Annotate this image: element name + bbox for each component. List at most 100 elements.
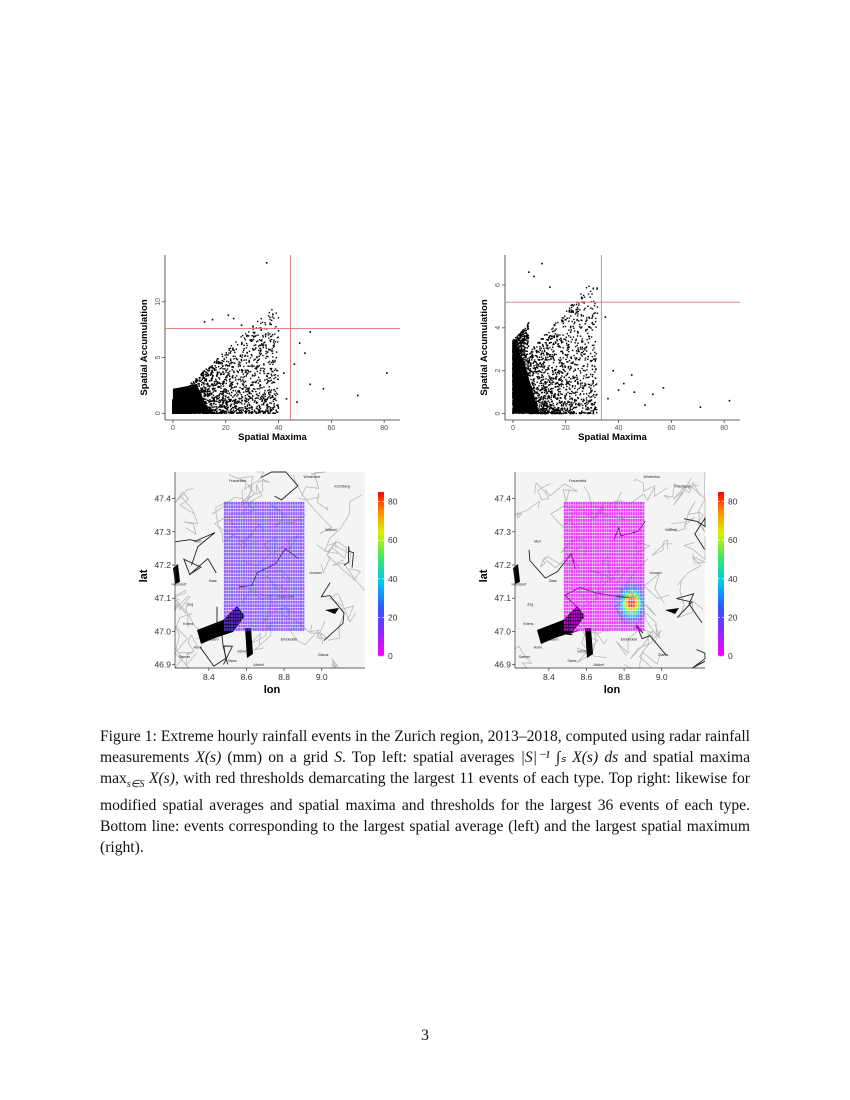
scatter-point [591,403,594,405]
scatter-point [526,347,529,349]
scatter-point [264,393,267,395]
scatter-point [586,409,589,411]
scatter-point [514,337,517,339]
scatter-point [584,353,586,355]
scatter-point [574,391,577,393]
scatter-point [578,302,580,304]
scatter-point [235,386,237,388]
scatter-point [551,366,553,369]
scatter-point [242,349,245,352]
scatter-point [228,411,231,414]
scatter-point [240,360,243,362]
scatter-point [585,319,588,321]
scatter-point [242,409,244,411]
scatter-point [219,408,221,411]
scatter-point [193,383,196,385]
scatter-point [537,392,539,395]
scatter-point [251,374,254,376]
scatter-point [579,335,582,337]
scatter-point [589,296,591,298]
scatter-point [556,397,559,399]
scatter-point [230,412,233,415]
scatter-point [590,373,592,376]
scatter-point [227,406,229,409]
scatter-point [564,397,566,399]
scatter-point [592,288,594,290]
scatter-point [298,342,301,344]
scatter-point [568,409,570,412]
scatter-point [578,387,580,390]
scatter-point [246,344,248,347]
scatter-point [266,410,269,413]
scatter-point [525,331,527,334]
scatter-point [268,377,270,379]
scatter-point [216,361,218,363]
scatter-point [271,348,273,350]
scatter-point [526,350,528,352]
scatter-point [544,400,546,402]
scatter-point [260,322,262,325]
scatter-point [238,363,240,365]
scatter-point [543,354,545,356]
scatter-point [246,393,249,396]
scatter-point [267,380,269,382]
scatter-point [579,309,581,311]
scatter-point [232,317,235,320]
scatter-point [220,361,222,364]
scatter-point [581,340,583,342]
scatter-point [572,370,575,372]
scatter-point [574,357,576,359]
scatter-point [568,320,570,322]
scatter-point [228,385,231,388]
scatter-point [533,359,536,361]
scatter-point [222,398,225,400]
scatter-point [258,355,260,357]
scatter-point [562,366,564,368]
scatter-point [230,403,233,406]
scatter-point [542,362,544,365]
scatter-point [553,343,555,346]
scatter-point [219,382,221,384]
scatter-point [214,387,216,390]
scatter-point [256,393,258,395]
scatter-point [243,403,246,405]
scatter-point [552,342,555,345]
scatter-point [543,407,546,410]
scatter-point [261,387,263,389]
scatter-point [521,331,524,334]
scatter-point [528,361,531,363]
scatter-point [254,410,256,413]
scatter-point [523,338,525,340]
scatter-point [550,358,552,360]
scatter-point [309,331,312,333]
scatter-point [244,355,246,358]
scatter-point [532,351,534,353]
scatter-point [546,397,549,400]
scatter-point [212,398,215,400]
scatter-point [206,374,209,376]
scatter-point [549,404,551,406]
scatter-point [211,375,214,378]
scatter-point [567,353,569,356]
scatter-point [587,358,589,360]
scatter-point [594,359,597,361]
scatter-point [249,339,251,341]
scatter-point [233,411,236,413]
scatter-point [523,348,526,350]
scatter-point [525,335,527,338]
scatter-point [538,370,541,372]
scatter-point [203,385,205,388]
scatter-point [220,385,222,387]
scatter-point [233,386,236,388]
scatter-point [217,385,219,388]
scatter-point [265,262,268,264]
scatter-point [541,384,543,387]
scatter-point [549,378,552,381]
scatter-point [227,314,230,317]
scatter-point [207,373,210,376]
scatter-point [242,383,244,385]
scatter-point [571,338,574,341]
scatter-point [214,360,216,363]
scatter-point [594,384,597,386]
